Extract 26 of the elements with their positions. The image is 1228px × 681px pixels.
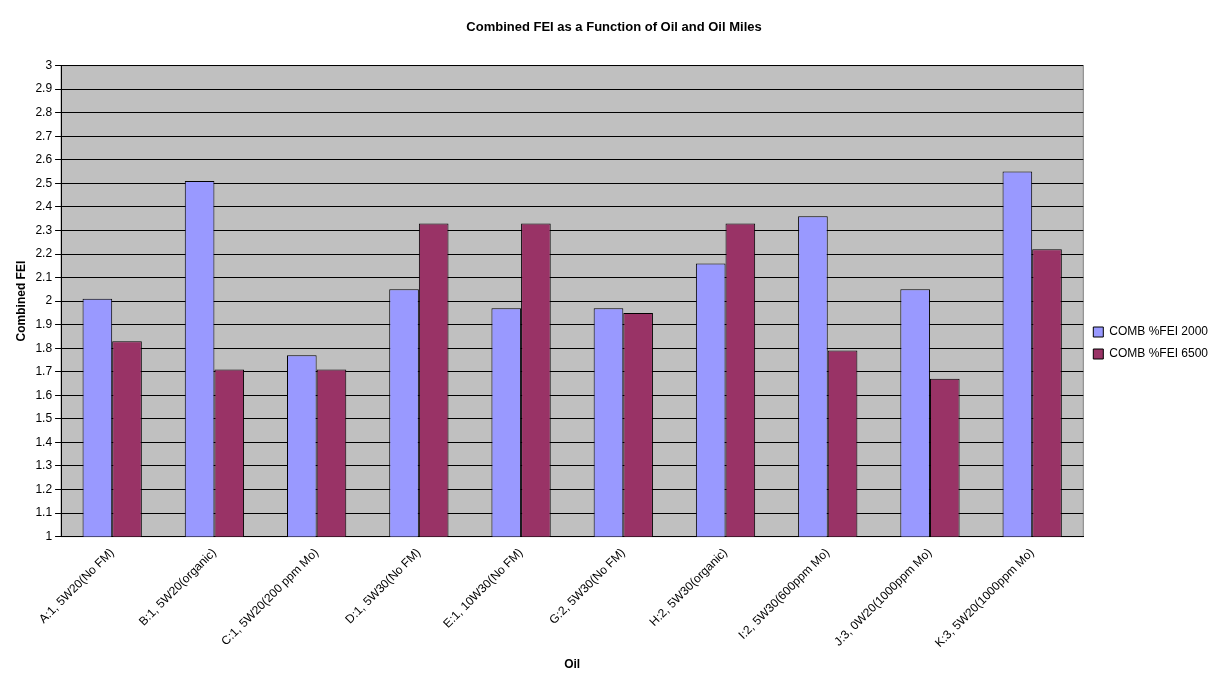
y-tick-label: 1.7 [35, 364, 53, 379]
y-tick-label: 1.6 [35, 387, 53, 402]
y-tick-label: 2.8 [35, 105, 53, 120]
legend-label: COMB %FEI 2000 [1109, 324, 1209, 339]
y-tick-label: 1.1 [35, 505, 53, 520]
y-tick-label: 1.3 [35, 458, 53, 473]
y-tick-label: 1.8 [35, 340, 53, 355]
y-tick-label: 1.5 [35, 411, 53, 426]
y-tick-label: 2.9 [35, 81, 53, 96]
legend-label: COMB %FEI 6500 [1109, 346, 1209, 361]
y-tick-label: 2.5 [35, 175, 53, 190]
x-axis-title: Oil [564, 657, 581, 672]
y-tick-label: 2.4 [35, 199, 53, 214]
y-tick-label: 1.9 [35, 316, 53, 331]
y-tick-label: 2.2 [35, 246, 53, 261]
y-tick-label: 1.4 [35, 434, 53, 449]
y-tick-label: 2.7 [35, 128, 53, 143]
y-tick-label: 2.1 [35, 269, 53, 284]
y-tick-label: 2.3 [35, 222, 53, 237]
chart-title: Combined FEI as a Function of Oil and Oil Miles [466, 19, 762, 35]
y-tick-label: 2 [45, 293, 53, 308]
y-tick-label: 2.6 [35, 152, 53, 167]
y-axis-title: Combined FEI [13, 260, 28, 342]
y-tick-label: 3 [45, 57, 53, 72]
y-tick-label: 1.2 [35, 481, 53, 496]
y-tick-label: 1 [45, 528, 53, 543]
